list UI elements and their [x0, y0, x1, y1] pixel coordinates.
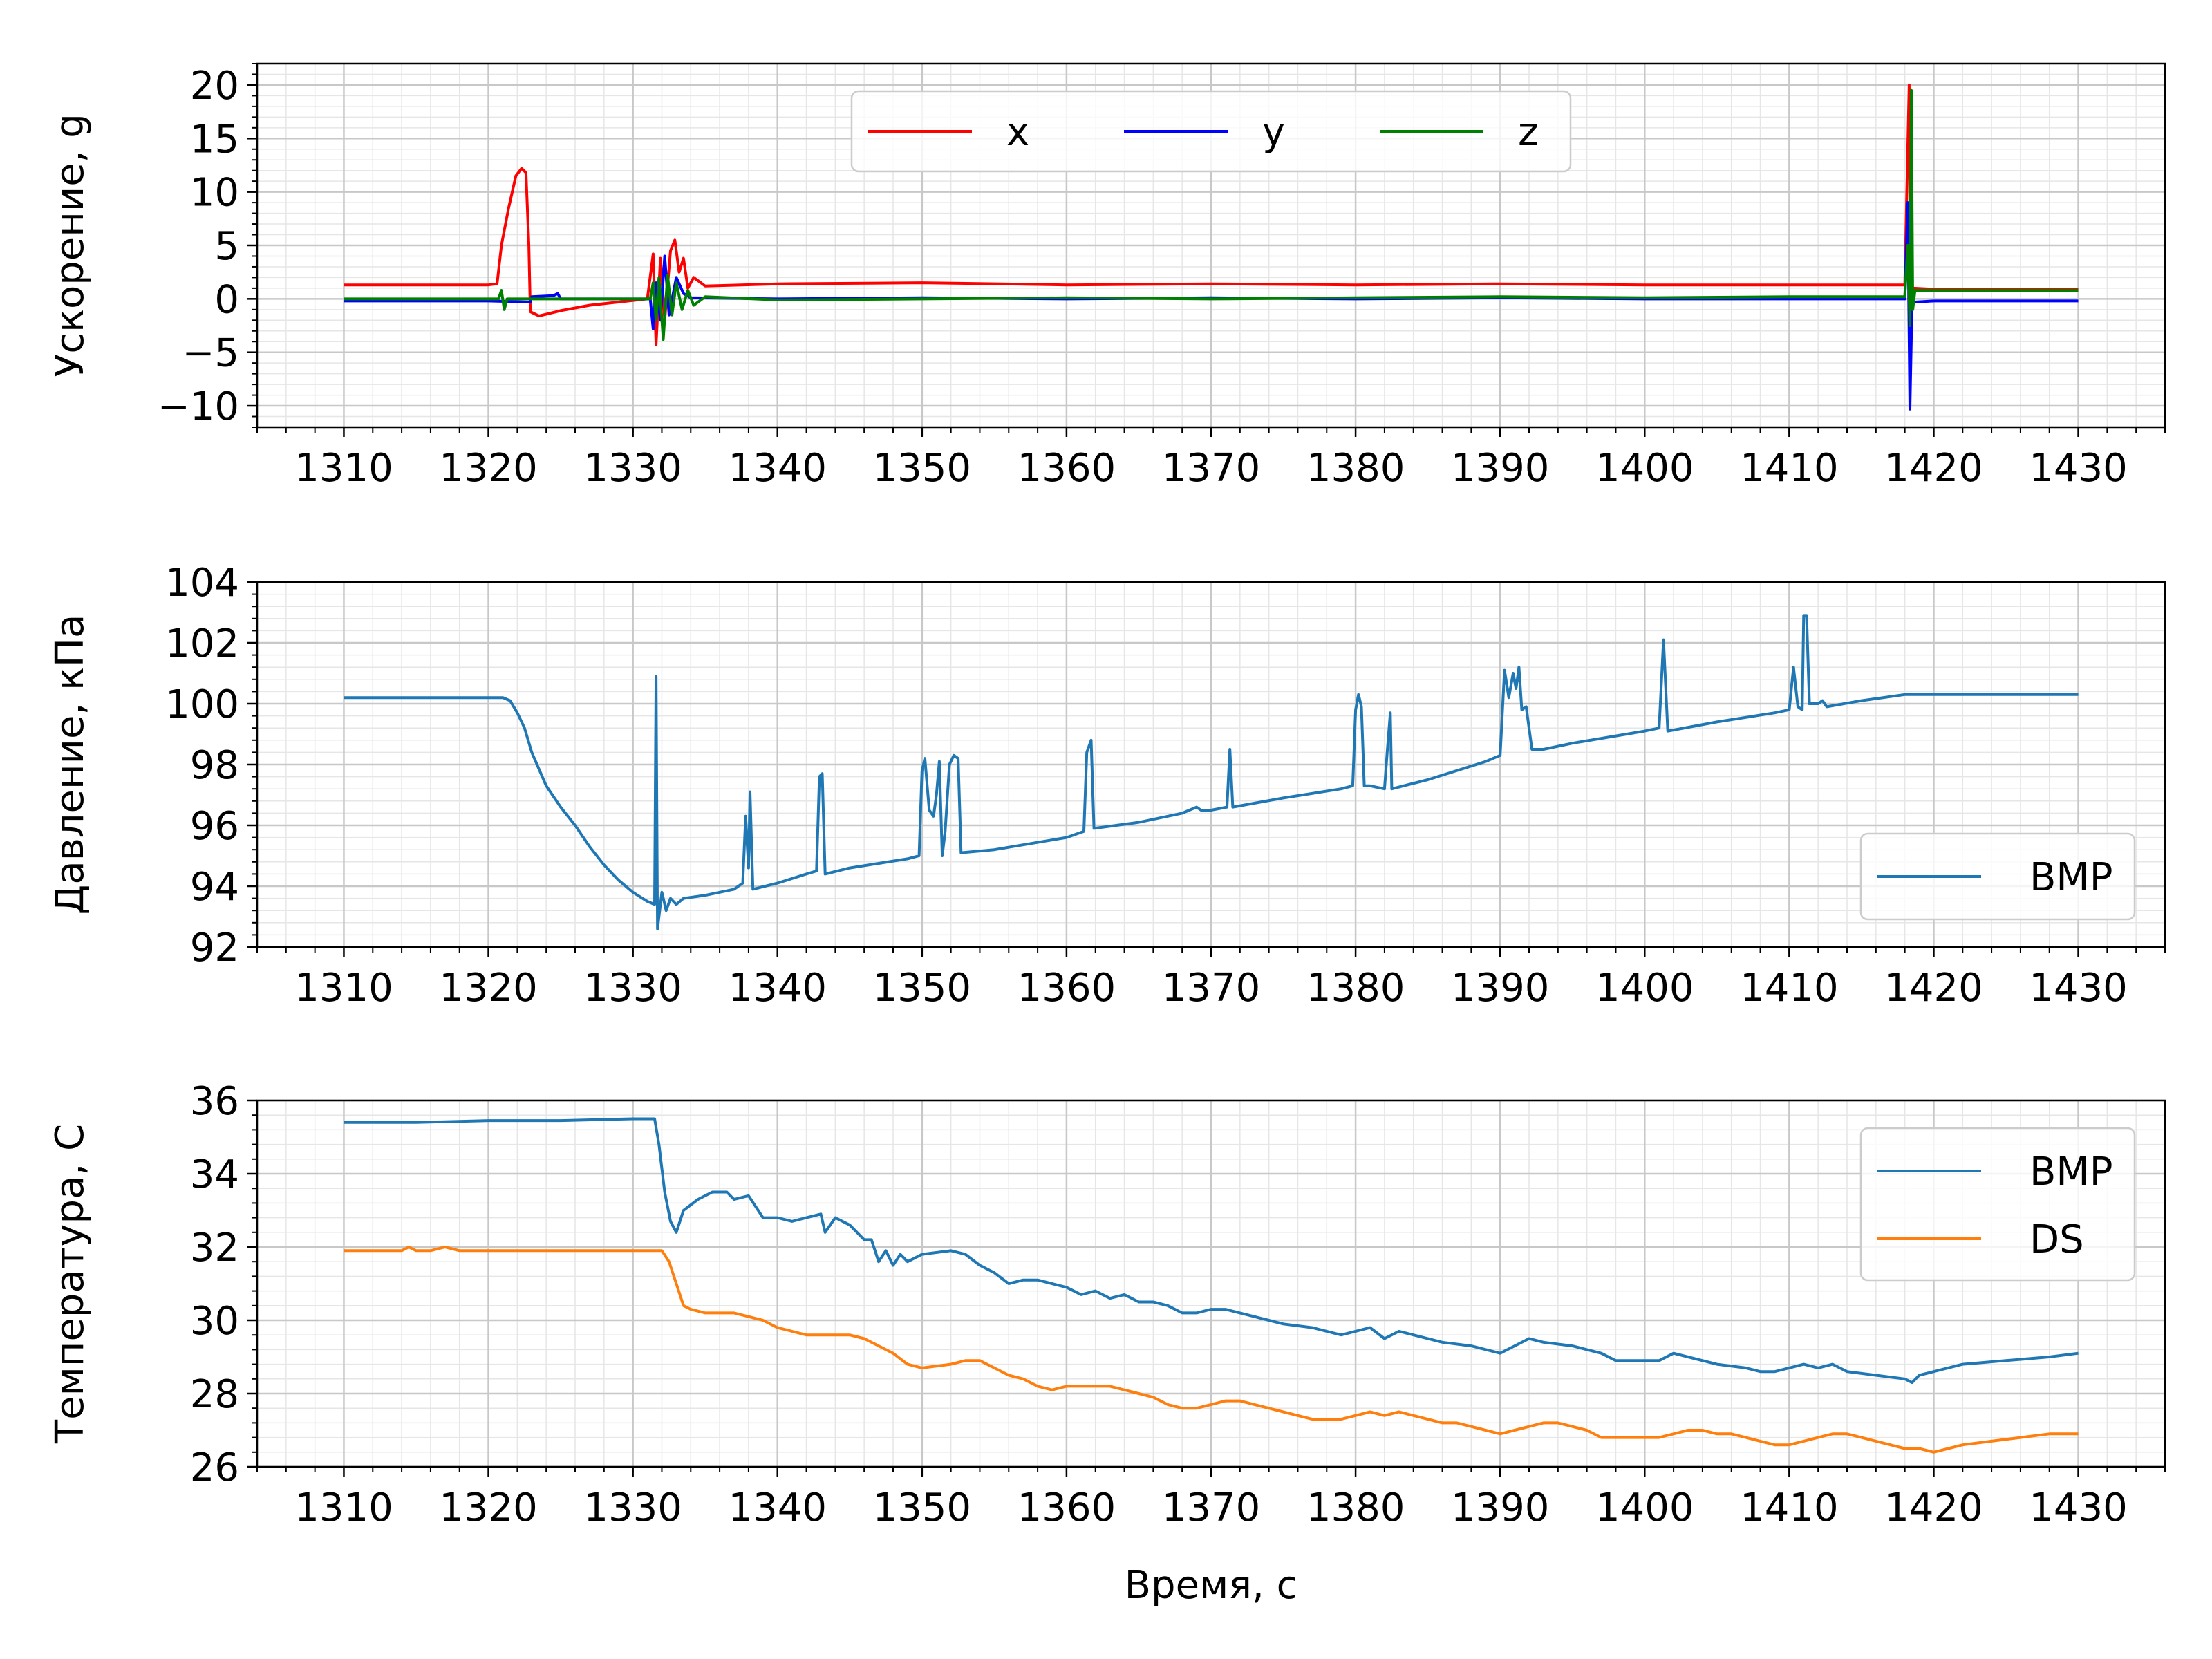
legend-label-y: y [1262, 110, 1285, 155]
legend-label-bmp: BMP [2030, 1150, 2113, 1194]
x-tick-label: 1430 [2029, 446, 2128, 491]
series-group [344, 614, 2079, 930]
series-line-x [344, 83, 2079, 346]
series-group [344, 1117, 2079, 1454]
x-tick-label: 1340 [728, 446, 827, 491]
x-tick-label: 1350 [873, 1485, 972, 1530]
y-tick-label: −10 [158, 384, 239, 429]
x-tick-label: 1390 [1451, 1485, 1550, 1530]
x-tick-label: 1320 [439, 446, 538, 491]
x-tick-label: 1420 [1884, 966, 1983, 1011]
y-tick-label: 34 [190, 1152, 239, 1197]
x-tick-label: 1330 [583, 446, 682, 491]
y-tick-label: 28 [190, 1372, 239, 1417]
x-tick-label: 1340 [728, 966, 827, 1011]
legend: BMP [1859, 832, 2136, 921]
ticks [247, 63, 2166, 437]
series-line-z [344, 88, 2079, 341]
y-tick-label: 102 [165, 621, 239, 666]
y-tick-label: 20 [190, 64, 239, 109]
x-tick-label: 1370 [1162, 1485, 1261, 1530]
legend-label-z: z [1518, 110, 1538, 155]
series-line-bmp [344, 614, 2079, 930]
ticks [247, 581, 2166, 957]
y-tick-label: 98 [190, 743, 239, 788]
y-tick-label: 96 [190, 804, 239, 849]
chart-panel-1: 1310 1320 1330 1340 1350 1360 1370 1380 1390 1400… [48, 62, 2166, 491]
y-tick-label: 30 [190, 1299, 239, 1344]
x-tick-label: 1310 [294, 446, 393, 491]
x-tick-label: 1380 [1306, 1485, 1405, 1530]
ticks [247, 1099, 2166, 1477]
legend: BMP DS [1859, 1127, 2136, 1282]
y-tick-label: 26 [190, 1445, 239, 1490]
legend-box [1859, 1127, 2136, 1282]
y-tick-label: 92 [190, 926, 239, 971]
x-tick-label: 1420 [1884, 1485, 1983, 1530]
x-tick-label: 1350 [873, 966, 972, 1011]
x-tick-label: 1310 [294, 966, 393, 1011]
y-tick-label: 100 [165, 682, 239, 727]
x-tick-label: 1390 [1451, 966, 1550, 1011]
chart-panel-3: 1310 1320 1330 1340 1350 1360 1370 1380 1390 1400… [48, 1079, 2166, 1608]
x-tick-label: 1330 [583, 1485, 682, 1530]
x-tick-label: 1400 [1595, 446, 1694, 491]
x-tick-label: 1320 [439, 966, 538, 1011]
x-tick-label: 1330 [583, 966, 682, 1011]
x-tick-label: 1420 [1884, 446, 1983, 491]
y-tick-label: 0 [214, 277, 239, 322]
legend-label-bmp: BMP [2030, 855, 2113, 900]
legend-box [1859, 832, 2136, 921]
x-tick-label: 1360 [1018, 446, 1116, 491]
x-axis-label: Время, с [1125, 1563, 1298, 1608]
x-tick-label: 1380 [1306, 966, 1405, 1011]
x-tick-label: 1410 [1740, 446, 1839, 491]
x-tick-label: 1310 [294, 1485, 393, 1530]
y-tick-label: 36 [190, 1079, 239, 1124]
legend: x y z [850, 90, 1572, 173]
x-tick-label: 1360 [1018, 1485, 1116, 1530]
x-tick-label: 1320 [439, 1485, 538, 1530]
x-tick-label: 1410 [1740, 966, 1839, 1011]
series-line-ds [344, 1246, 2079, 1454]
y-tick-label: 5 [214, 224, 239, 269]
x-tick-label: 1390 [1451, 446, 1550, 491]
x-tick-label: 1380 [1306, 446, 1405, 491]
x-tick-label: 1350 [873, 446, 972, 491]
y-axis-label: Ускорение, g [48, 113, 93, 377]
x-tick-label: 1360 [1018, 966, 1116, 1011]
y-tick-label: 104 [165, 561, 239, 606]
series-group [344, 83, 2079, 411]
y-tick-label: 32 [190, 1226, 239, 1271]
y-axis-label: Температура, С [48, 1124, 93, 1444]
x-tick-label: 1370 [1162, 966, 1261, 1011]
chart-panel-2: 1310 1320 1330 1340 1350 1360 1370 1380 1390 1400… [48, 561, 2166, 1011]
x-tick-label: 1340 [728, 1485, 827, 1530]
y-tick-label: 94 [190, 865, 239, 910]
x-tick-label: 1400 [1595, 966, 1694, 1011]
x-tick-label: 1430 [2029, 966, 2128, 1011]
x-tick-label: 1410 [1740, 1485, 1839, 1530]
y-tick-label: 15 [190, 117, 239, 162]
x-tick-label: 1430 [2029, 1485, 2128, 1530]
y-tick-label: 10 [190, 171, 239, 216]
x-tick-label: 1400 [1595, 1485, 1694, 1530]
legend-label-ds: DS [2030, 1217, 2084, 1262]
x-tick-label: 1370 [1162, 446, 1261, 491]
y-axis-label: Давление, кПа [48, 615, 93, 915]
legend-label-x: x [1006, 110, 1029, 155]
y-tick-label: −5 [182, 331, 239, 376]
series-line-bmp [344, 1117, 2079, 1385]
